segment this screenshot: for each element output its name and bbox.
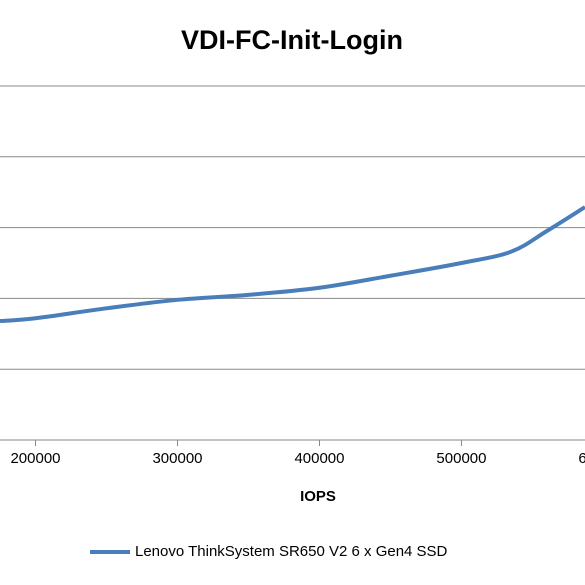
x-tick-label: 500000 (436, 450, 486, 467)
x-tick-label: 600000 (578, 450, 585, 467)
x-tick-label: 300000 (152, 450, 202, 467)
legend-label: Lenovo ThinkSystem SR650 V2 6 x Gen4 SSD (135, 543, 448, 560)
chart-title: VDI-FC-Init-Login (181, 25, 403, 55)
data-line (0, 205, 585, 324)
x-tick-label: 400000 (294, 450, 344, 467)
x-axis-label: IOPS (300, 488, 336, 505)
x-tick-label: 200000 (10, 450, 60, 467)
